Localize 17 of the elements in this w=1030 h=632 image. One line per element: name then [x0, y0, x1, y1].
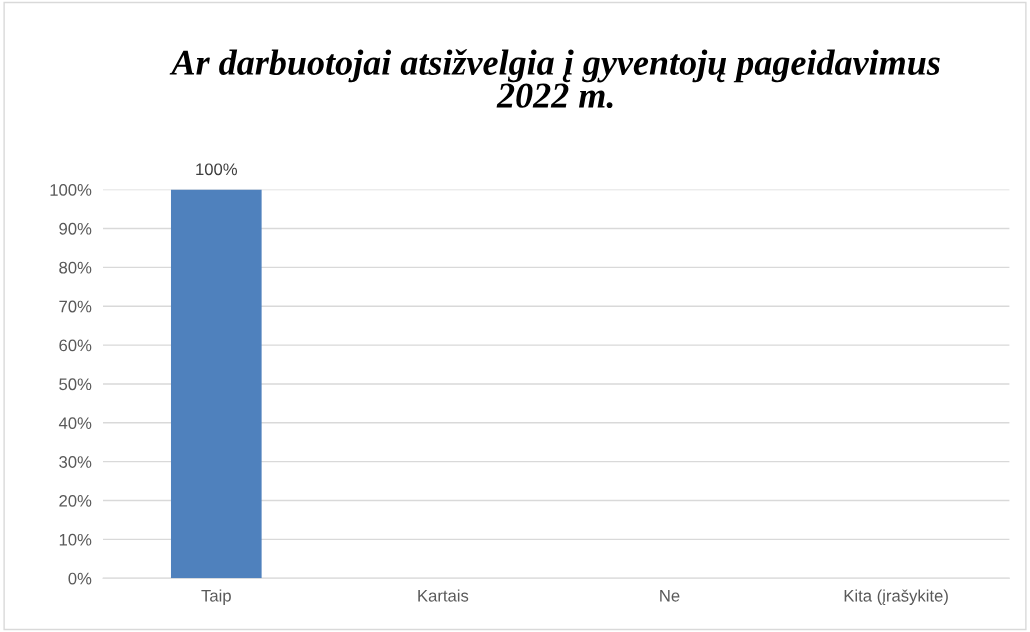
x-tick-label: Taip — [201, 589, 231, 605]
x-tick-label: Kartais — [418, 589, 469, 602]
y-tick-label: 30% — [59, 456, 92, 468]
data-label: 100% — [196, 163, 238, 176]
y-tick-label: 10% — [59, 533, 92, 546]
y-tick-label: 50% — [59, 378, 92, 391]
y-tick-label: 60% — [59, 339, 92, 352]
chart-title: Ar darbuotojai atsižvelgia į gyventojų pageidavimus 2022 m. — [169, 49, 940, 108]
y-tick-label: 90% — [59, 222, 92, 235]
y-tick-label: 40% — [58, 417, 92, 430]
x-tick-label: Kita (įrašykite) — [844, 589, 948, 605]
y-tick-label: 80% — [59, 261, 92, 274]
y-tick-label: 70% — [59, 300, 92, 313]
x-tick-label: Ne — [660, 590, 680, 602]
y-tick-label: 0% — [68, 572, 92, 585]
y-tick-label: 100% — [50, 184, 92, 196]
y-tick-label: 20% — [59, 494, 92, 507]
